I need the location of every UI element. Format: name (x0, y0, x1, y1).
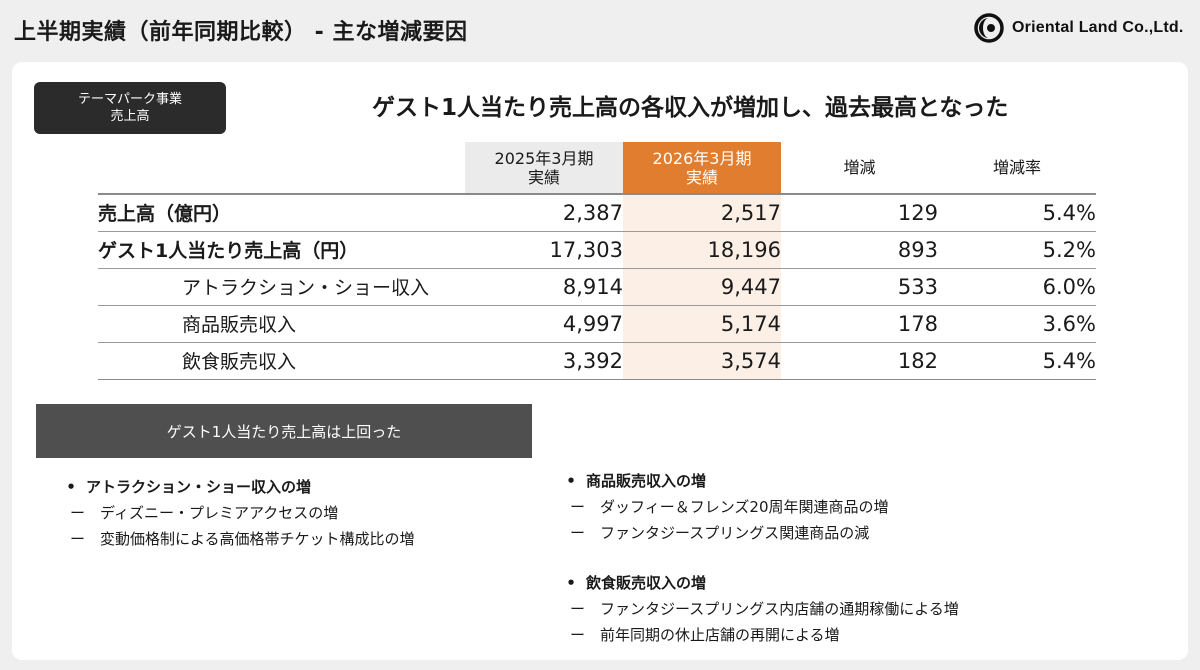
cell-diff: 129 (897, 200, 938, 225)
results-table: 2025年3月期 実績 2026年3月期 実績 増減 増減率 売上高（億円） 2,3… (98, 142, 1096, 380)
bullet-icon: • (66, 478, 76, 496)
row-label: 飲食販売収入 (182, 351, 297, 373)
factor-item: 変動価格制による高価格帯チケット構成比の増 (100, 530, 415, 548)
page-title: 上半期実績（前年同期比較） - 主な増減要因 (14, 20, 468, 45)
table-row: 飲食販売収入 3,392 3,574 182 5.4% (98, 342, 1096, 379)
factor-attraction: • アトラクション・ショー収入の増 ーディズニー・プレミアアクセスの増 ー変動価格… (56, 474, 415, 552)
dash-icon: ー (70, 530, 86, 548)
oriental-land-logo-icon (974, 13, 1004, 43)
factor-item: ファンタジースプリングス関連商品の減 (600, 524, 870, 542)
dash-icon: ー (570, 498, 586, 516)
cell-prev: 8,914 (562, 274, 623, 299)
dash-icon: ー (570, 600, 586, 618)
factor-title: 商品販売収入の増 (586, 472, 707, 490)
summary-bar: ゲスト1人当たり売上高は上回った (36, 404, 532, 458)
cell-cur: 5,174 (623, 305, 781, 342)
factor-item: 前年同期の休止店舗の再開による増 (600, 626, 840, 644)
company-name: Oriental Land Co.,Ltd. (1012, 19, 1184, 36)
cell-prev: 4,997 (562, 311, 623, 336)
header-current-year: 2026年3月期 実績 (623, 142, 781, 194)
cell-prev: 17,303 (549, 237, 623, 262)
row-label: ゲスト1人当たり売上高（円） (98, 240, 359, 262)
cell-rate: 3.6% (1042, 311, 1096, 336)
summary-text: ゲスト1人当たり売上高は上回った (166, 422, 402, 441)
dash-icon: ー (570, 626, 586, 644)
cell-rate: 5.2% (1042, 237, 1096, 262)
cell-rate: 5.4% (1042, 200, 1096, 225)
table-row: 商品販売収入 4,997 5,174 178 3.6% (98, 305, 1096, 342)
bullet-icon: • (566, 574, 576, 592)
segment-tag-line2: 売上高 (110, 109, 150, 124)
row-label: アトラクション・ショー収入 (182, 277, 430, 299)
cell-diff: 178 (897, 311, 938, 336)
cell-rate: 5.4% (1042, 348, 1096, 373)
cell-diff: 533 (897, 274, 938, 299)
bullet-icon: • (566, 472, 576, 490)
row-label: 商品販売収入 (182, 314, 297, 336)
cell-diff: 893 (897, 237, 938, 262)
header-blank (98, 142, 465, 194)
cell-prev: 3,392 (562, 348, 623, 373)
table-row: ゲスト1人当たり売上高（円） 17,303 18,196 893 5.2% (98, 231, 1096, 268)
factor-merch-food: • 商品販売収入の増 ーダッフィー＆フレンズ20周年関連商品の増 ーファンタジース… (556, 468, 959, 648)
factor-title: 飲食販売収入の増 (586, 574, 707, 592)
header-change-rate: 増減率 (992, 158, 1041, 177)
factor-item: ファンタジースプリングス内店舗の通期稼働による増 (600, 600, 959, 618)
cell-cur: 3,574 (623, 342, 781, 379)
header-prev-year: 2025年3月期 実績 (465, 142, 623, 194)
table-row: 売上高（億円） 2,387 2,517 129 5.4% (98, 194, 1096, 231)
headline: ゲスト1人当たり売上高の各収入が増加し、過去最高となった (372, 95, 1009, 121)
segment-tag: テーマパーク事業 売上高 (34, 82, 226, 134)
cell-cur: 2,517 (623, 194, 781, 231)
cell-prev: 2,387 (562, 200, 623, 225)
factor-title: アトラクション・ショー収入の増 (86, 478, 312, 496)
cell-diff: 182 (897, 348, 938, 373)
factor-item: ダッフィー＆フレンズ20周年関連商品の増 (600, 498, 889, 516)
cell-cur: 18,196 (623, 231, 781, 268)
dash-icon: ー (70, 504, 86, 522)
content-card: テーマパーク事業 売上高 ゲスト1人当たり売上高の各収入が増加し、過去最高となっ… (12, 62, 1188, 660)
cell-rate: 6.0% (1042, 274, 1096, 299)
company-logo: Oriental Land Co.,Ltd. (974, 13, 1184, 43)
table-row: アトラクション・ショー収入 8,914 9,447 533 6.0% (98, 268, 1096, 305)
factor-item: ディズニー・プレミアアクセスの増 (100, 504, 339, 522)
dash-icon: ー (570, 524, 586, 542)
row-label: 売上高（億円） (98, 203, 232, 226)
segment-tag-line1: テーマパーク事業 (77, 92, 182, 107)
cell-cur: 9,447 (623, 268, 781, 305)
header-change: 増減 (843, 158, 876, 177)
table-header-row: 2025年3月期 実績 2026年3月期 実績 増減 増減率 (98, 142, 1096, 194)
